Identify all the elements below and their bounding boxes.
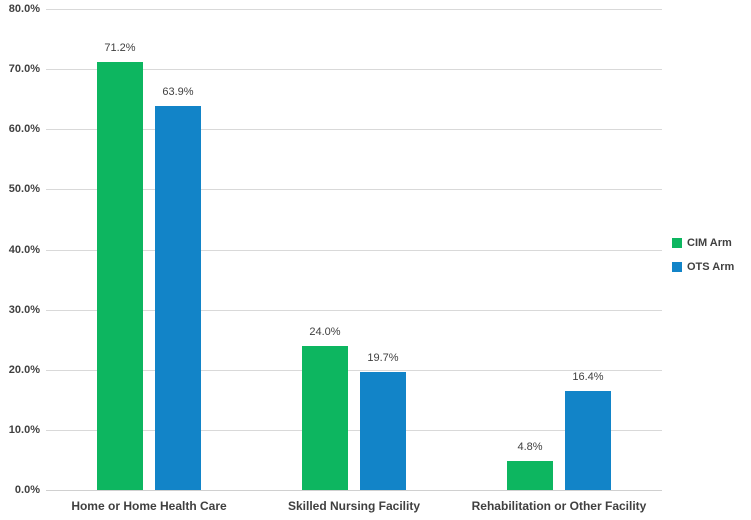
gridline bbox=[46, 370, 662, 371]
legend-item-cim-arm: CIM Arm bbox=[672, 237, 734, 249]
gridline bbox=[46, 250, 662, 251]
bar-ots-arm bbox=[565, 391, 611, 490]
y-tick-label: 70.0% bbox=[8, 63, 40, 75]
bar-cim-arm bbox=[302, 346, 348, 490]
bar-ots-arm bbox=[155, 106, 201, 490]
y-tick-label: 50.0% bbox=[8, 183, 40, 195]
bar-cim-arm bbox=[97, 62, 143, 490]
legend-swatch-cim-arm bbox=[672, 238, 682, 248]
bar-value-label: 63.9% bbox=[162, 86, 194, 98]
bar-value-label: 4.8% bbox=[517, 441, 543, 453]
x-axis-line bbox=[46, 490, 662, 491]
bar-cim-arm bbox=[507, 461, 553, 490]
legend: CIM Arm OTS Arm bbox=[672, 237, 734, 285]
y-tick-label: 30.0% bbox=[8, 304, 40, 316]
y-tick-label: 40.0% bbox=[8, 244, 40, 256]
y-tick-label: 60.0% bbox=[8, 123, 40, 135]
gridline bbox=[46, 189, 662, 190]
bar-ots-arm bbox=[360, 372, 406, 490]
legend-item-ots-arm: OTS Arm bbox=[672, 261, 734, 273]
y-tick-label: 0.0% bbox=[14, 484, 40, 496]
gridline bbox=[46, 9, 662, 10]
bar-value-label: 19.7% bbox=[367, 352, 399, 364]
category-label: Skilled Nursing Facility bbox=[287, 499, 421, 513]
legend-label-cim-arm: CIM Arm bbox=[687, 237, 732, 249]
gridline bbox=[46, 310, 662, 311]
y-tick-label: 80.0% bbox=[8, 3, 40, 15]
gridline bbox=[46, 430, 662, 431]
bar-value-label: 24.0% bbox=[309, 326, 341, 338]
y-tick-label: 10.0% bbox=[8, 424, 40, 436]
legend-label-ots-arm: OTS Arm bbox=[687, 261, 735, 273]
bar-value-label: 71.2% bbox=[104, 42, 136, 54]
category-label: Rehabilitation or Other Facility bbox=[471, 499, 647, 513]
legend-swatch-ots-arm bbox=[672, 262, 682, 272]
bar-value-label: 16.4% bbox=[572, 371, 604, 383]
gridline bbox=[46, 129, 662, 130]
category-label: Home or Home Health Care bbox=[71, 499, 227, 513]
y-tick-label: 20.0% bbox=[8, 364, 40, 376]
gridline bbox=[46, 69, 662, 70]
